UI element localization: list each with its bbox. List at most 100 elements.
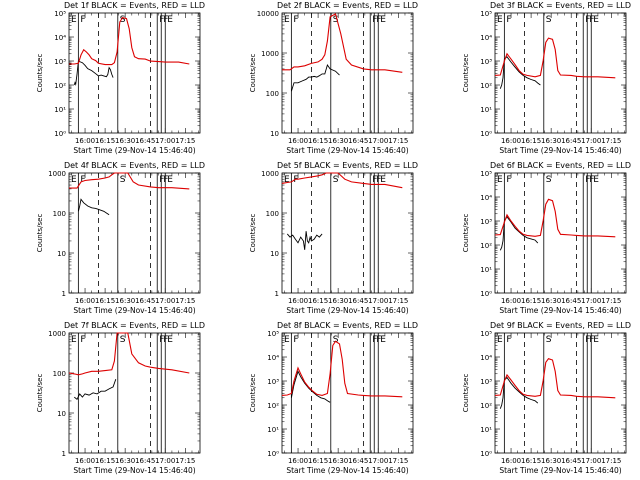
x-tick-label: 16:15 xyxy=(95,137,115,145)
x-tick-label: 16:00 xyxy=(501,297,521,305)
region-marker-label: E xyxy=(71,335,77,345)
region-marker-label: F xyxy=(506,335,511,345)
panel-title: Det 9f BLACK = Events, RED = LLD xyxy=(490,321,631,330)
region-marker-label: F xyxy=(163,15,168,25)
y-tick-label: 10⁴ xyxy=(480,194,492,202)
x-axis-label: Start Time (29-Nov-14 15:46:40) xyxy=(286,466,408,475)
plot-frame xyxy=(494,332,627,454)
x-tick-label: 16:30 xyxy=(328,137,348,145)
region-marker-label: F xyxy=(293,175,298,185)
x-tick-label: 16:15 xyxy=(308,297,328,305)
region-marker-label: F xyxy=(506,15,511,25)
x-tick-label: 17:15 xyxy=(388,297,408,305)
panel-1: Det 1f BLACK = Events, RED = LLD 10⁰ 10¹ 10… xyxy=(36,1,205,155)
y-tick-label: 10⁰ xyxy=(480,290,492,298)
x-tick-label: 16:45 xyxy=(135,137,155,145)
x-tick-label: 16:00 xyxy=(501,457,521,465)
region-marker-label: F xyxy=(372,15,377,25)
y-tick-label: 100 xyxy=(53,370,66,378)
y-tick-label: 10¹ xyxy=(267,426,279,434)
y-tick-label: 10¹ xyxy=(480,106,492,114)
x-axis-label: Start Time (29-Nov-14 15:46:40) xyxy=(73,146,195,155)
y-tick-label: 10³ xyxy=(480,378,492,386)
x-tick-label: 16:45 xyxy=(348,137,368,145)
region-marker-label: E xyxy=(284,335,290,345)
region-marker-label: F xyxy=(376,175,381,185)
y-tick-label: 10⁰ xyxy=(267,450,279,458)
region-marker-label: F xyxy=(372,335,377,345)
y-axis-label: Counts/sec xyxy=(462,214,470,253)
series-line-lld xyxy=(281,340,403,398)
y-tick-label: 10⁰ xyxy=(480,450,492,458)
plot-frame xyxy=(68,332,201,454)
x-tick-label: 17:15 xyxy=(388,137,408,145)
series-line-lld xyxy=(494,358,616,399)
region-marker-label: F xyxy=(80,175,85,185)
series-line-events xyxy=(499,56,541,89)
x-tick-label: 17:00 xyxy=(581,137,601,145)
panel-title: Det 8f BLACK = Events, RED = LLD xyxy=(277,321,418,330)
x-tick-label: 17:15 xyxy=(601,137,621,145)
panel-title: Det 1f BLACK = Events, RED = LLD xyxy=(64,1,205,10)
y-tick-label: 10³ xyxy=(54,58,66,66)
region-marker-label: F xyxy=(80,15,85,25)
x-axis-label: Start Time (29-Nov-14 15:46:40) xyxy=(286,306,408,315)
y-tick-label: 10¹ xyxy=(480,266,492,274)
x-tick-label: 16:30 xyxy=(115,457,135,465)
x-tick-label: 17:15 xyxy=(601,457,621,465)
series-line-events xyxy=(290,63,340,92)
y-tick-label: 1000 xyxy=(261,170,279,178)
y-tick-label: 10⁵ xyxy=(54,10,66,18)
x-tick-label: 17:00 xyxy=(581,297,601,305)
region-marker-label: E xyxy=(71,15,77,25)
region-marker-label: F xyxy=(372,175,377,185)
series-line-events xyxy=(290,370,331,403)
x-tick-label: 16:00 xyxy=(288,137,308,145)
y-axis-label: Counts/sec xyxy=(249,54,257,93)
y-tick-label: 10⁴ xyxy=(480,354,492,362)
region-marker-label: F xyxy=(506,175,511,185)
region-marker-label: E xyxy=(167,15,173,25)
x-tick-label: 17:00 xyxy=(155,297,175,305)
series-line-events xyxy=(499,376,539,409)
region-marker-label: F xyxy=(159,15,164,25)
y-tick-label: 10³ xyxy=(480,218,492,226)
x-tick-label: 16:00 xyxy=(75,457,95,465)
x-tick-label: 16:00 xyxy=(75,297,95,305)
plot-frame xyxy=(68,172,201,294)
region-marker-label: S xyxy=(546,175,552,185)
x-tick-label: 17:00 xyxy=(581,457,601,465)
y-tick-label: 10 xyxy=(270,250,279,258)
series-line-lld xyxy=(69,172,190,190)
x-tick-label: 16:00 xyxy=(288,457,308,465)
y-tick-label: 100 xyxy=(53,210,66,218)
x-axis-label: Start Time (29-Nov-14 15:46:40) xyxy=(73,466,195,475)
y-tick-label: 10⁴ xyxy=(54,34,66,42)
series-line-events xyxy=(73,60,114,87)
region-marker-label: F xyxy=(80,335,85,345)
panel-title: Det 4f BLACK = Events, RED = LLD xyxy=(64,161,205,170)
y-tick-label: 10¹ xyxy=(54,106,66,114)
x-tick-label: 17:15 xyxy=(175,457,195,465)
series-line-lld xyxy=(494,198,616,238)
series-line-lld xyxy=(68,332,190,376)
plot-frame xyxy=(68,12,201,134)
y-tick-label: 1000 xyxy=(48,330,66,338)
region-marker-label: S xyxy=(333,175,339,185)
region-marker-label: F xyxy=(376,335,381,345)
y-tick-label: 1000 xyxy=(48,170,66,178)
series-line-events xyxy=(286,231,323,250)
panel-title: Det 3f BLACK = Events, RED = LLD xyxy=(490,1,631,10)
panel-5: Det 5f BLACK = Events, RED = LLD 1 10 100 10… xyxy=(249,161,418,315)
y-tick-label: 10³ xyxy=(480,58,492,66)
x-tick-label: 16:30 xyxy=(115,297,135,305)
x-tick-label: 16:15 xyxy=(521,137,541,145)
x-tick-label: 16:00 xyxy=(288,297,308,305)
y-tick-label: 10² xyxy=(54,82,66,90)
region-marker-label: E xyxy=(380,15,386,25)
y-tick-label: 100 xyxy=(266,90,279,98)
x-axis-label: Start Time (29-Nov-14 15:46:40) xyxy=(499,466,621,475)
region-marker-label: F xyxy=(163,335,168,345)
x-tick-label: 16:15 xyxy=(308,137,328,145)
y-tick-label: 10 xyxy=(270,130,279,138)
